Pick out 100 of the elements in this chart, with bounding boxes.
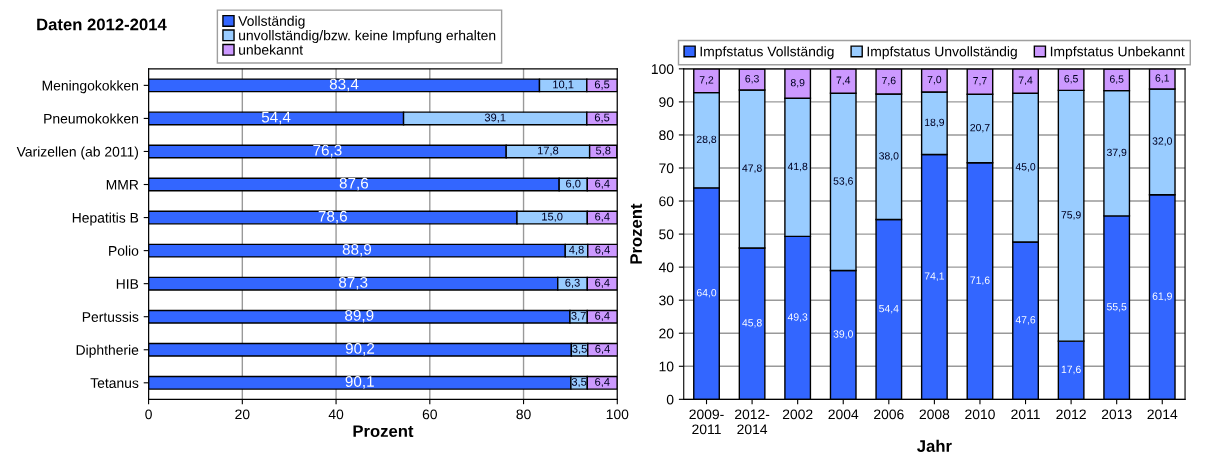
x-tick-label: 2011	[1011, 409, 1040, 420]
data-label: 17,8	[537, 146, 559, 156]
data-label: 6,0	[566, 179, 581, 189]
data-label: 71,6	[970, 276, 990, 286]
data-label: 7,4	[1018, 76, 1033, 86]
y-tick-label: 60	[659, 196, 674, 207]
data-label: 53,6	[833, 177, 853, 186]
data-label: 6,1	[1155, 74, 1169, 83]
data-label: 6,4	[595, 179, 610, 189]
data-label: 87,6	[339, 177, 369, 191]
data-label: 37,9	[1106, 148, 1127, 158]
x-tick-label: 2012	[1056, 409, 1086, 420]
y-tick-label: Pneumokokken	[44, 113, 138, 124]
x-tick-label: 80	[516, 409, 531, 420]
data-label: 47,6	[1015, 316, 1036, 325]
data-label: 7,4	[836, 76, 851, 86]
data-label: 90,1	[345, 376, 374, 389]
data-label: 6,4	[595, 212, 610, 222]
data-label: 6,3	[565, 278, 580, 288]
x-tick-label: 2004	[828, 409, 859, 420]
data-label: 54,4	[879, 304, 899, 314]
x-tick-label: 2012- 2014	[735, 409, 770, 435]
data-label: 18,9	[925, 118, 945, 128]
x-tick-label: 2009- 2011	[689, 409, 724, 435]
y-tick-label: 0	[666, 394, 674, 405]
legend-label: Impfstatus Unbekannt	[1050, 46, 1185, 60]
y-tick-label: Meningokokken	[42, 80, 138, 94]
x-tick-label: 100	[606, 409, 629, 420]
data-label: 47,8	[742, 164, 762, 174]
data-label: 87,3	[338, 276, 368, 290]
y-tick-label: Hepatitis B	[72, 212, 139, 226]
x-tick-label: 2002	[782, 409, 813, 420]
y-tick-label: Varizellen (ab 2011)	[16, 146, 139, 160]
data-label: 74,1	[924, 272, 945, 281]
data-label: 7,0	[927, 75, 942, 85]
y-tick-label: Diphtherie	[76, 344, 139, 358]
data-label: 15,0	[542, 212, 563, 222]
data-label: 6,4	[595, 311, 610, 322]
data-label: 61,9	[1152, 292, 1172, 302]
data-label: 39,0	[833, 330, 853, 339]
data-label: 83,4	[329, 78, 359, 92]
legend-label: Impfstatus Vollständig	[700, 46, 834, 60]
data-label: 6,3	[745, 75, 759, 84]
x-tick-label: 20	[235, 409, 250, 420]
data-label: 41,8	[787, 162, 808, 172]
data-label: 6,5	[1064, 75, 1078, 84]
data-label: 7,6	[882, 76, 896, 86]
data-label: 17,6	[1061, 365, 1081, 375]
y-tick-label: Tetanus	[90, 378, 139, 388]
x-tick-label: 2013	[1101, 409, 1132, 420]
data-label: 8,9	[790, 78, 805, 88]
y-tick-label: 80	[659, 130, 674, 141]
data-label: 5,8	[595, 146, 611, 156]
data-label: 64,0	[696, 289, 717, 298]
data-label: 78,6	[318, 210, 347, 224]
y-tick-label: Pertussis	[82, 311, 139, 322]
x-tick-label: 0	[145, 409, 152, 420]
data-label: 4,8	[569, 245, 584, 255]
data-label: 7,2	[699, 76, 714, 85]
data-label: 90,2	[345, 343, 375, 356]
data-label: 38,0	[879, 152, 899, 161]
y-tick-label: 10	[659, 361, 674, 372]
data-label: 88,9	[342, 243, 372, 257]
chart-title: Daten 2012-2014	[37, 18, 167, 31]
y-tick-label: 30	[659, 295, 674, 306]
data-label: 20,7	[970, 123, 990, 133]
data-label: 54,4	[261, 111, 291, 125]
data-label: 89,9	[345, 309, 374, 323]
data-label: 32,0	[1152, 137, 1172, 146]
y-tick-label: 50	[659, 229, 674, 240]
legend-label: Vollständig	[238, 15, 305, 29]
x-axis-title: Jahr	[917, 439, 952, 452]
data-label: 6,4	[595, 278, 610, 288]
x-axis-title: Prozent	[353, 425, 414, 438]
data-label: 6,5	[594, 113, 610, 123]
data-label: 76,3	[313, 144, 342, 158]
y-tick-label: Polio	[109, 245, 139, 256]
data-label: 3,7	[571, 311, 586, 322]
legend-label: Impfstatus Unvollständig	[867, 46, 1017, 60]
y-tick-label: 40	[658, 262, 674, 273]
data-label: 6,5	[1109, 75, 1124, 84]
y-tick-label: 70	[659, 163, 674, 174]
y-axis-title: Prozent	[630, 203, 642, 264]
x-tick-label: 2006	[874, 409, 904, 420]
x-tick-label: 2010	[965, 409, 995, 420]
data-label: 75,9	[1061, 211, 1081, 220]
data-label: 10,1	[553, 80, 574, 90]
x-tick-label: 2014	[1147, 409, 1178, 420]
data-label: 55,5	[1106, 303, 1127, 312]
data-label: 6,4	[595, 377, 610, 388]
data-label: 45,0	[1015, 163, 1036, 172]
y-tick-label: 20	[659, 328, 674, 339]
data-label: 7,7	[973, 77, 987, 86]
data-label: 28,8	[696, 135, 717, 145]
y-tick-label: MMR	[106, 180, 139, 190]
data-label: 6,5	[594, 80, 610, 90]
data-label: 49,3	[787, 313, 808, 322]
y-tick-label: 100	[651, 64, 674, 75]
data-label: 6,4	[595, 245, 610, 255]
legend-label: unvollständig/bzw. keine Impfung erhalten	[239, 30, 496, 44]
